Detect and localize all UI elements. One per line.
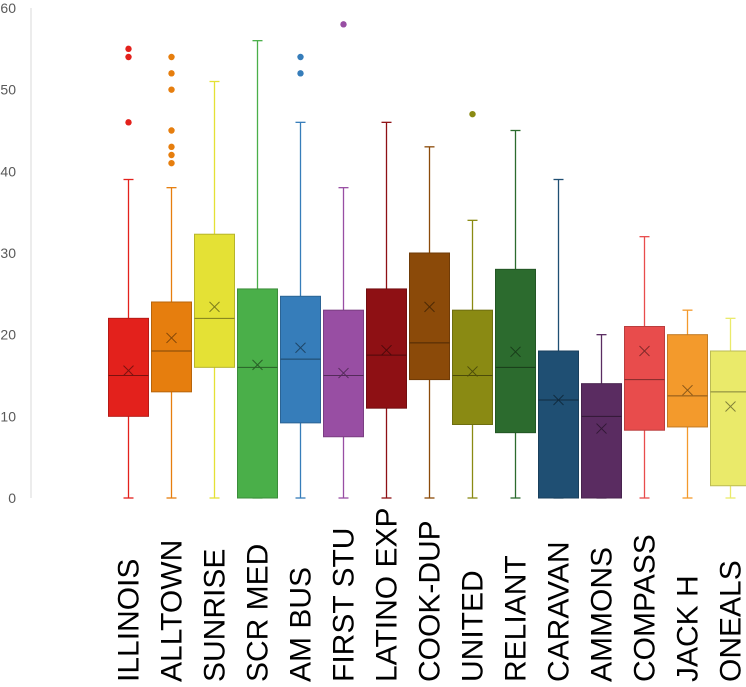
- mean-marker: [123, 365, 134, 376]
- category-label: ALLTOWN: [156, 540, 189, 682]
- box-compass: [624, 236, 665, 499]
- mean-marker: [209, 301, 220, 313]
- mean-marker: [424, 301, 435, 313]
- y-tick-label: 30: [0, 245, 16, 261]
- outlier-point: [125, 119, 132, 126]
- mean-marker: [467, 366, 478, 377]
- category-label: ILLINOIS: [113, 559, 146, 682]
- category-label: COMPASS: [629, 534, 662, 682]
- iqr-box: [366, 288, 407, 409]
- category-label: UNITED: [457, 570, 490, 682]
- iqr-box: [624, 326, 665, 431]
- outlier-point: [125, 45, 132, 53]
- y-tick-label: 20: [0, 327, 16, 343]
- iqr-box: [409, 252, 450, 381]
- y-tick-label: 0: [8, 490, 16, 506]
- category-label: AM BUS: [285, 567, 318, 682]
- x-axis-labels: ILLINOIS ALLTOWN SUNRISE SCR MED AM BUS FIRST…: [113, 508, 746, 683]
- outlier-point: [168, 86, 175, 93]
- box-am-bus: [280, 53, 321, 499]
- iqr-box: [108, 317, 149, 417]
- iqr-box: [710, 350, 746, 487]
- category-label: FIRST STU: [328, 528, 361, 682]
- mean-marker: [381, 344, 392, 356]
- mean-marker: [166, 332, 177, 344]
- mean-marker: [596, 423, 607, 434]
- outlier-point: [168, 143, 175, 151]
- outlier-point: [469, 110, 476, 118]
- category-label: ONEALS: [715, 560, 746, 682]
- y-tick-label: 50: [0, 82, 16, 98]
- box-ammons: [581, 334, 622, 499]
- box-caravan: [538, 178, 579, 499]
- mean-marker: [725, 401, 736, 412]
- box-united: [452, 110, 493, 499]
- box-jack-h: [667, 309, 708, 499]
- box-oneals: [710, 317, 746, 499]
- outlier-point: [340, 21, 347, 28]
- iqr-box: [151, 301, 192, 393]
- category-label: JACK H: [672, 575, 705, 682]
- box-first-stu: [323, 21, 364, 499]
- category-label: CARAVAN: [543, 541, 576, 682]
- iqr-box: [581, 383, 622, 499]
- box-alltown: [151, 53, 192, 499]
- mean-marker: [295, 342, 306, 354]
- outlier-point: [168, 159, 175, 167]
- category-label: COOK-DUP: [414, 520, 447, 682]
- mean-marker: [639, 345, 650, 357]
- y-tick-label: 60: [0, 0, 16, 16]
- iqr-box: [237, 288, 278, 499]
- iqr-box: [538, 350, 579, 499]
- mean-marker: [682, 384, 693, 396]
- iqr-box: [452, 309, 493, 425]
- y-axis: 0 10 20 30 40 50 60: [0, 0, 32, 506]
- category-label: LATINO EXP: [371, 508, 404, 683]
- outlier-point: [125, 53, 132, 61]
- mean-marker: [553, 394, 564, 406]
- iqr-box: [667, 334, 708, 428]
- category-label: SCR MED: [242, 544, 275, 682]
- box-latino-exp: [366, 121, 407, 499]
- category-label: AMMONS: [586, 547, 619, 682]
- box-illinois: [108, 45, 149, 499]
- box-sunrise: [194, 80, 235, 499]
- y-tick-label: 10: [0, 408, 16, 424]
- mean-marker: [510, 346, 521, 358]
- outlier-point: [168, 53, 175, 61]
- box-reliant: [495, 129, 536, 499]
- outlier-point: [297, 70, 304, 77]
- plot-area: [108, 21, 746, 499]
- iqr-box: [194, 233, 235, 368]
- outlier-point: [168, 70, 175, 77]
- outlier-point: [168, 151, 175, 159]
- y-tick-label: 40: [0, 163, 16, 179]
- category-label: SUNRISE: [199, 549, 232, 682]
- mean-marker: [252, 359, 263, 371]
- outlier-point: [168, 127, 175, 134]
- iqr-box: [495, 268, 536, 434]
- category-label: RELIANT: [500, 555, 533, 682]
- mean-marker: [338, 367, 349, 379]
- box-cook-dup: [409, 146, 450, 499]
- box-scr-med: [237, 40, 278, 499]
- outlier-point: [297, 53, 304, 61]
